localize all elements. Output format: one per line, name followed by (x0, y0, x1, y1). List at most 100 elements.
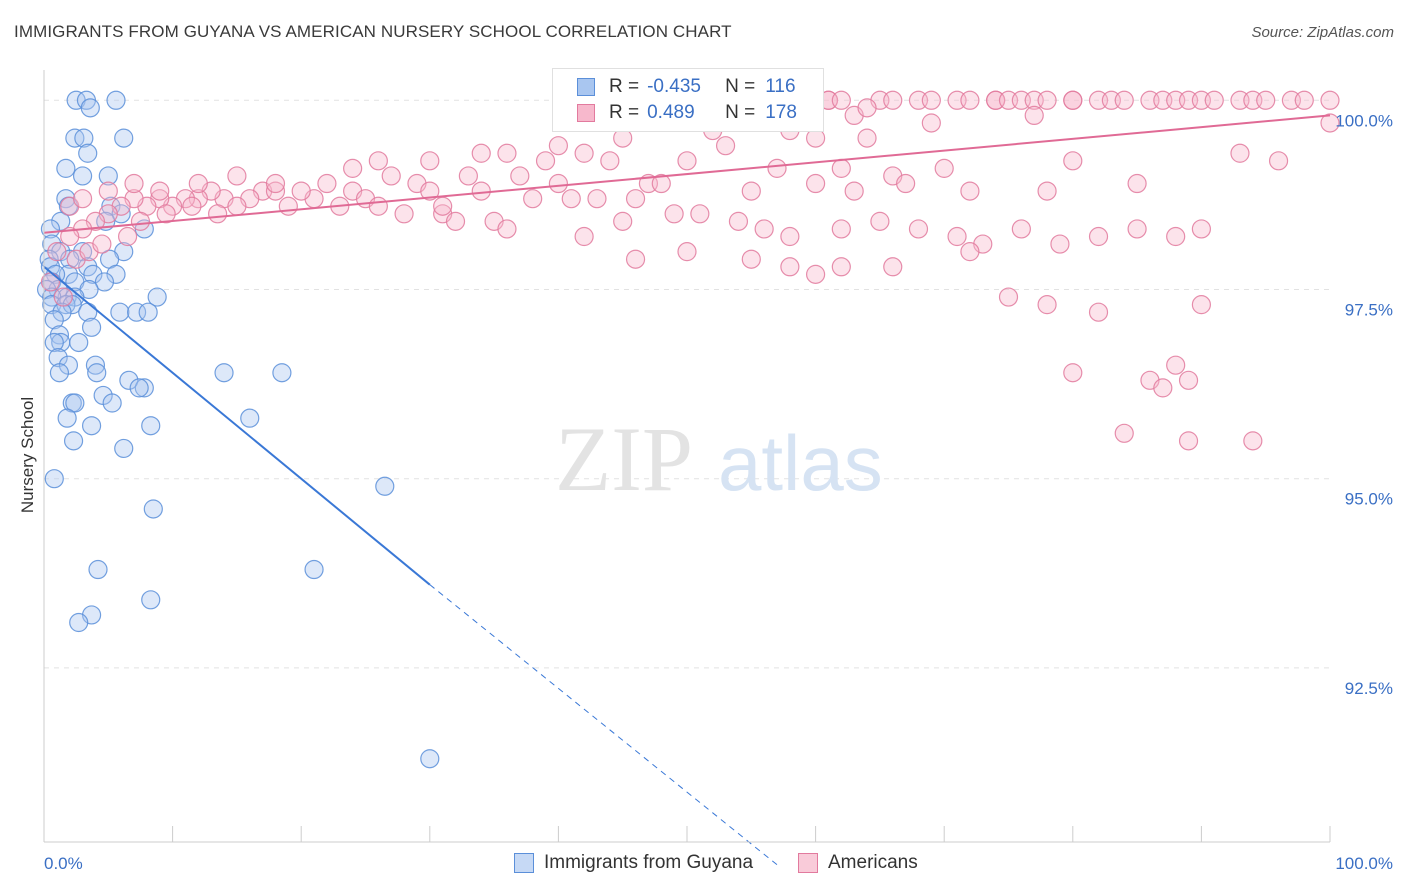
americans-point (117, 226, 138, 247)
legend-row-americans: R = 0.489 N = 178 (577, 101, 797, 125)
guyana-point (65, 393, 85, 413)
guyana-point (141, 590, 161, 610)
guyana-point (85, 355, 106, 375)
americans-point (908, 219, 929, 239)
trend-lines (43, 114, 1331, 866)
legend-row-guyana: R = -0.435 N = 116 (577, 75, 796, 99)
guyana-point (214, 363, 234, 383)
guyana-point (101, 196, 121, 216)
americans-point (677, 242, 697, 262)
americans-point (754, 219, 774, 239)
chart-title: IMMIGRANTS FROM GUYANA VS AMERICAN NURSE… (14, 22, 732, 41)
americans-point (278, 196, 298, 216)
americans-point (150, 181, 170, 201)
americans-point (574, 143, 594, 163)
guyana-point (126, 302, 147, 322)
guyana-point (272, 363, 292, 383)
americans-point (381, 166, 401, 186)
series-legend-label-americans: Americans (828, 852, 918, 873)
americans-point (805, 173, 826, 194)
guyana-point (83, 264, 103, 284)
americans-point (805, 264, 826, 284)
y-axis-label: Nursery School (18, 397, 37, 513)
americans-point (857, 98, 877, 118)
americans-trend-line (43, 114, 1331, 234)
guyana-point (87, 363, 107, 383)
americans-point (227, 166, 247, 186)
guyana-point (375, 476, 395, 496)
axes: 100.0% 97.5% 95.0% 92.5% 0.0% 100.0% (43, 70, 1393, 873)
legend-r-label: R = (609, 102, 640, 123)
guyana-point (81, 416, 102, 436)
americans-point (291, 181, 311, 201)
americans-point (1088, 302, 1109, 322)
americans-point (471, 181, 491, 201)
guyana-point (80, 98, 100, 118)
americans-point (587, 189, 607, 209)
americans-point (870, 211, 890, 231)
americans-point (1204, 90, 1224, 110)
americans-point (497, 143, 517, 163)
guyana-point (143, 499, 163, 519)
americans-point (1050, 234, 1070, 254)
americans-point (368, 151, 388, 171)
americans-point (677, 151, 697, 171)
series-legend-swatch-guyana (514, 853, 534, 873)
guyana-trend-line (43, 266, 431, 586)
guyana-point (141, 416, 161, 436)
guyana-point (138, 302, 158, 322)
americans-point (1037, 295, 1057, 315)
americans-point (1320, 90, 1340, 110)
americans-point (1011, 219, 1031, 239)
guyana-point (44, 310, 64, 330)
americans-point (60, 226, 80, 247)
americans-point (1037, 181, 1057, 201)
americans-point (130, 211, 151, 231)
americans-point (265, 181, 286, 201)
americans-point (1127, 173, 1147, 194)
americans-point (625, 249, 646, 269)
guyana-point (74, 128, 94, 148)
americans-point (1191, 295, 1212, 315)
legend-r-label: R = (609, 76, 640, 97)
americans-point (883, 257, 903, 277)
y-tick-label: 100.0% (1335, 111, 1393, 130)
guyana-trend-extension (429, 584, 778, 866)
americans-point (92, 234, 112, 254)
americans-point (767, 158, 787, 178)
americans-point (574, 226, 594, 247)
guyana-point (106, 90, 126, 110)
series-legend-guyana[interactable]: Immigrants from Guyana (514, 852, 753, 874)
americans-point (883, 90, 903, 110)
guyana-point (63, 431, 84, 451)
guyana-point (81, 317, 102, 337)
americans-point (1114, 423, 1134, 443)
americans-point (1127, 219, 1147, 239)
guyana-point (56, 158, 76, 178)
americans-point (1037, 90, 1057, 110)
americans-point (420, 151, 440, 171)
series-legend: Immigrants from Guyana Americans (0, 852, 1406, 878)
americans-point (780, 257, 800, 277)
americans-point (960, 90, 980, 110)
legend-r-value-guyana: -0.435 (647, 76, 701, 97)
americans-point (998, 287, 1019, 307)
americans-point (934, 158, 954, 178)
guyana-point (98, 166, 118, 186)
x-tick-label-max: 100.0% (1335, 854, 1393, 873)
guyana-point (57, 408, 77, 428)
americans-point (561, 189, 581, 209)
series-legend-americans[interactable]: Americans (798, 852, 918, 874)
americans-point (1024, 105, 1044, 126)
guyana-point (119, 370, 139, 390)
americans-point (741, 181, 761, 201)
y-tick-label: 97.5% (1345, 300, 1393, 319)
americans-point (1114, 90, 1134, 110)
guyana-point (88, 559, 108, 580)
guyana-point (134, 378, 154, 398)
americans-point (182, 196, 202, 216)
americans-point (368, 196, 388, 216)
americans-point (1063, 90, 1083, 110)
americans-point (780, 226, 800, 247)
guyana-point (44, 332, 64, 353)
